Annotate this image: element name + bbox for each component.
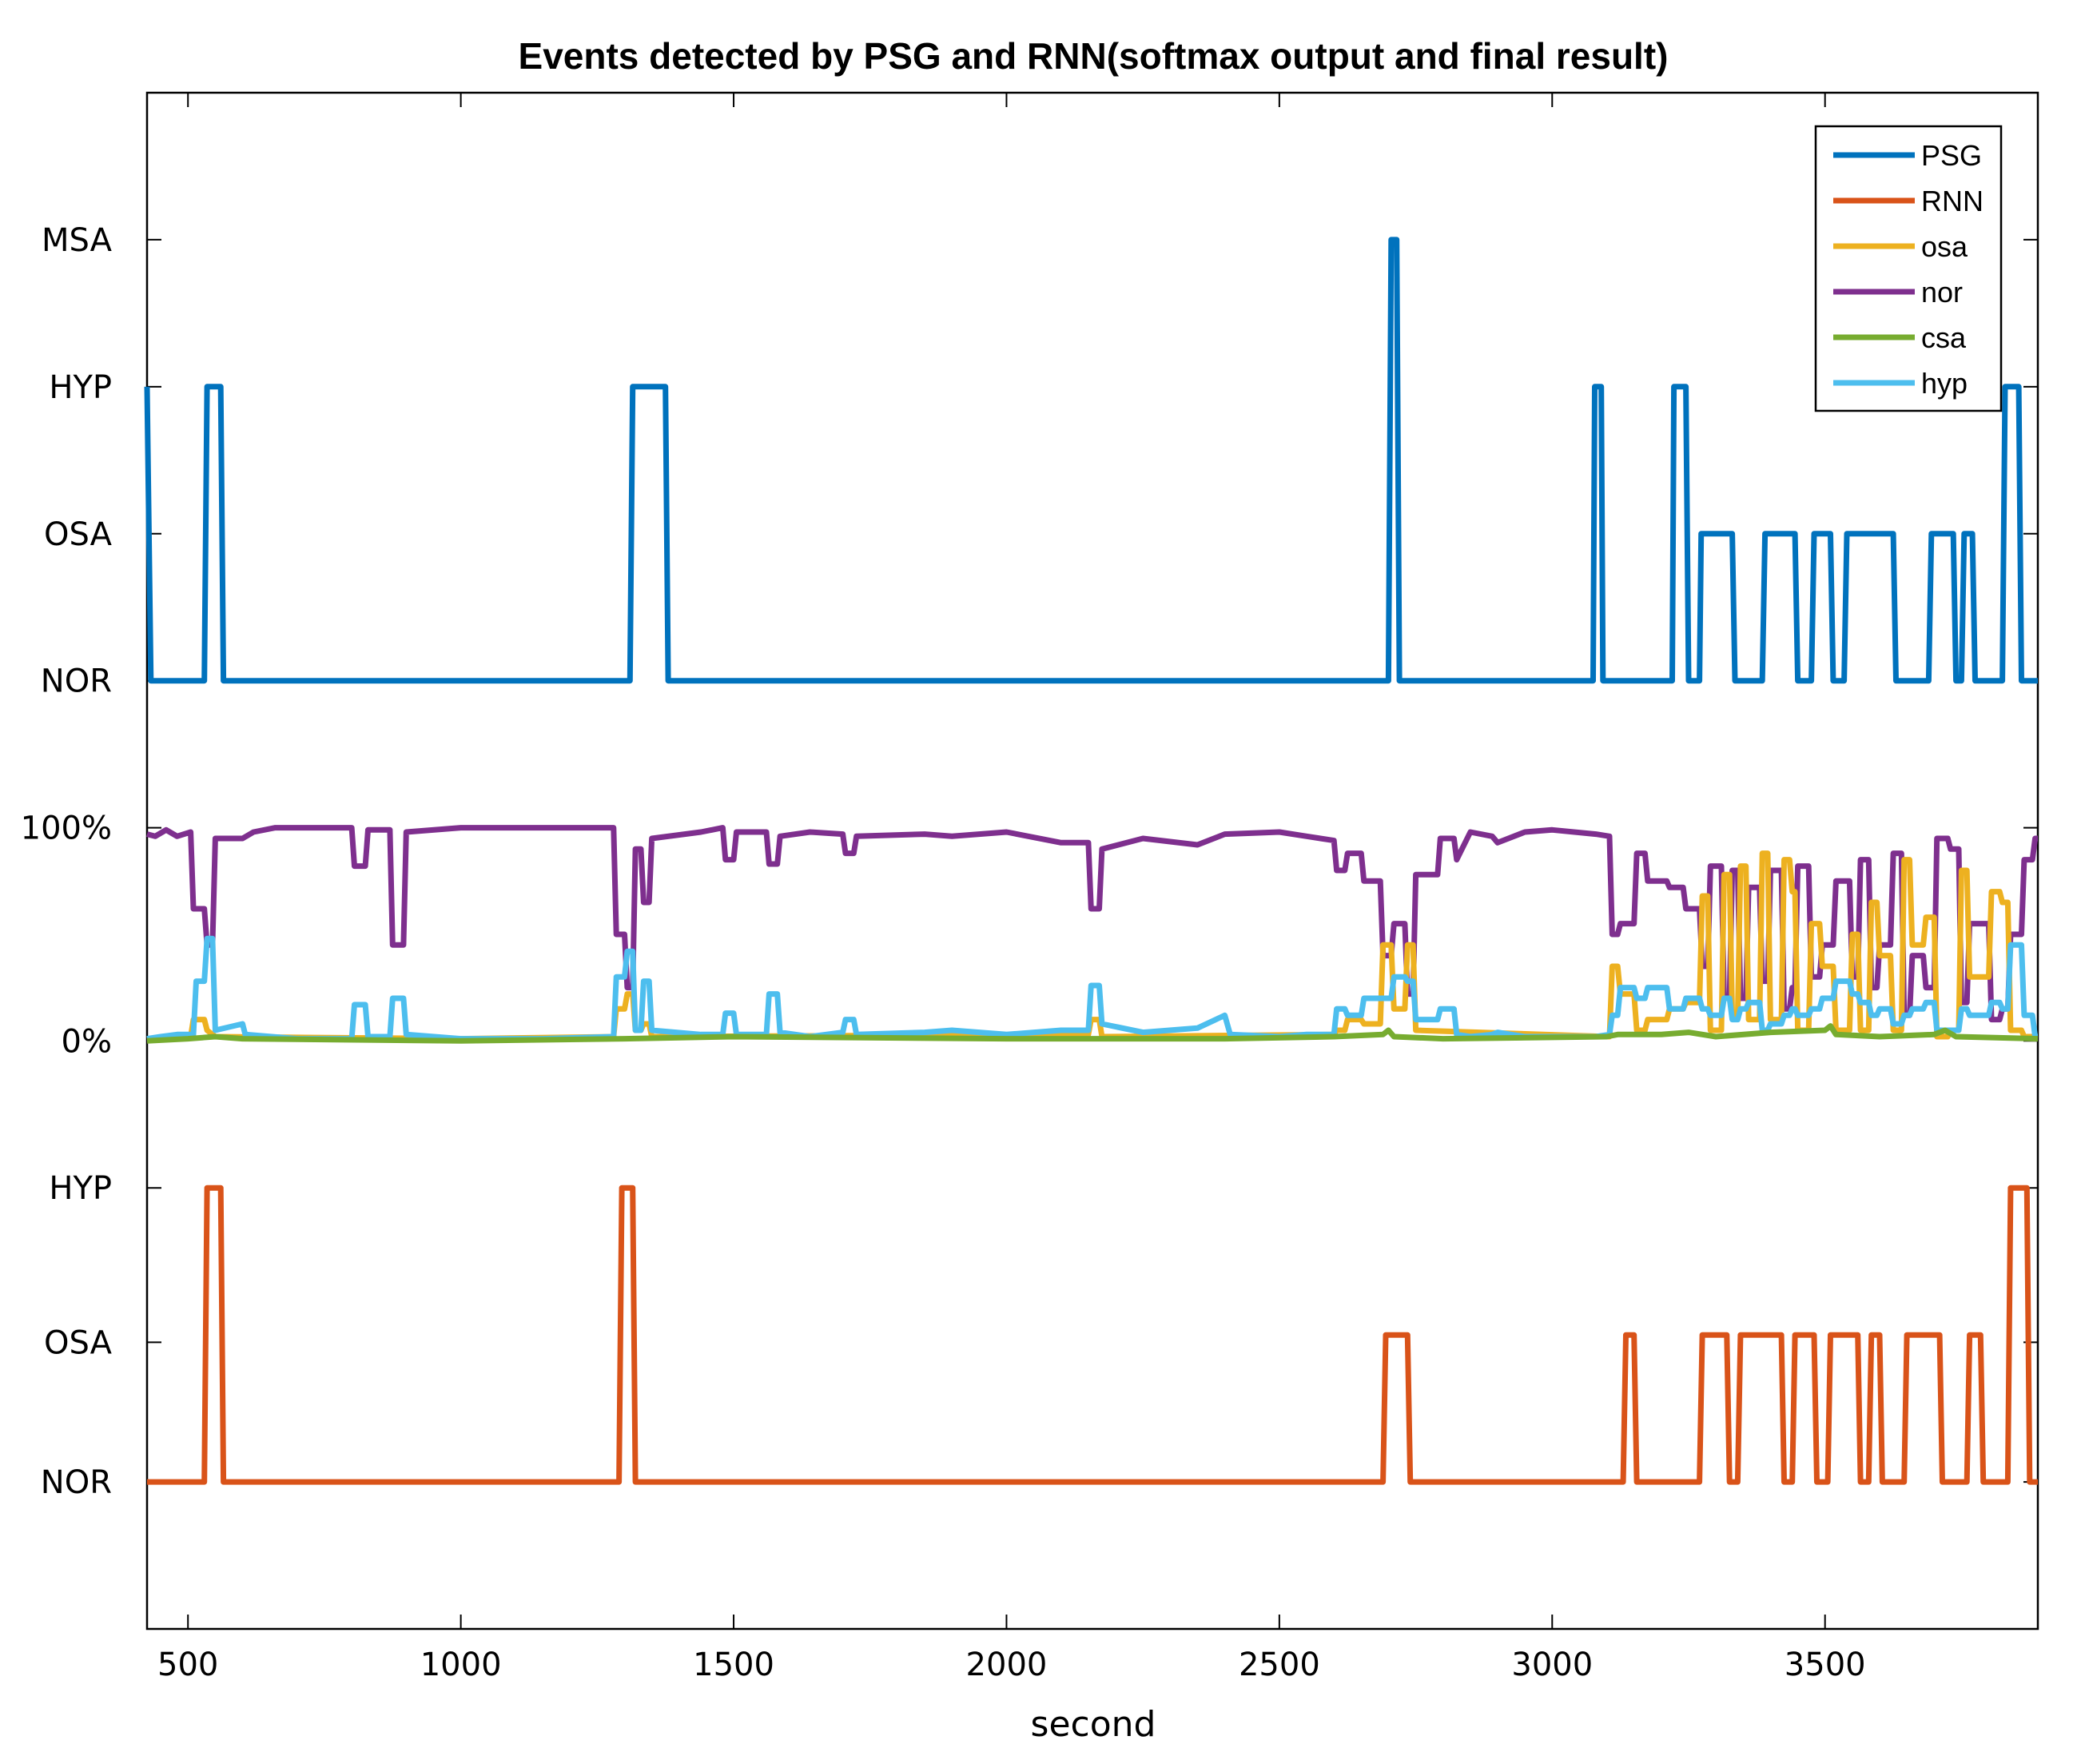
series-line-psg [144, 237, 2038, 684]
x-tick-label: 2500 [1239, 1647, 1320, 1683]
y-tick-label: OSA [44, 516, 113, 553]
series-line-csa [146, 1023, 2039, 1044]
y-tick-label: 0% [62, 1023, 112, 1060]
chart-title: Events detected by PSG and RNN(softmax o… [519, 35, 1669, 77]
plot-area [145, 91, 2039, 1631]
axis-ticks: 500 1000 1500 2000 2500 3000 3500 MSA HYP OSA NOR 1… [21, 93, 2038, 1683]
y-tick-label: NOR [41, 663, 112, 700]
legend-label-osa: osa [1921, 230, 1968, 263]
x-tick-label: 3500 [1785, 1647, 1866, 1683]
y-tick-label: HYP [49, 369, 112, 406]
legend-label-csa: csa [1921, 321, 1967, 354]
x-tick-label: 500 [157, 1647, 218, 1683]
y-tick-label: MSA [42, 222, 113, 259]
y-tick-label: HYP [49, 1170, 112, 1207]
x-tick-label: 3000 [1511, 1647, 1593, 1683]
legend-label-rnn: RNN [1921, 185, 1984, 217]
y-tick-label: NOR [41, 1464, 112, 1501]
legend-label-hyp: hyp [1921, 367, 1968, 400]
x-tick-label: 2000 [966, 1647, 1048, 1683]
legend-label-nor: nor [1921, 276, 1963, 309]
x-tick-label: 1500 [693, 1647, 774, 1683]
legend-box [1814, 125, 2003, 412]
series-layer [144, 237, 2039, 1485]
legend: PSG RNN osa nor csa hyp [1814, 125, 2003, 412]
series-line-rnn [147, 1185, 2038, 1485]
y-tick-label: OSA [44, 1324, 113, 1361]
x-axis-label: second [1031, 1704, 1156, 1745]
legend-label-psg: PSG [1921, 139, 1982, 172]
x-tick-label: 1000 [420, 1647, 502, 1683]
y-tick-label: 100% [21, 810, 112, 847]
